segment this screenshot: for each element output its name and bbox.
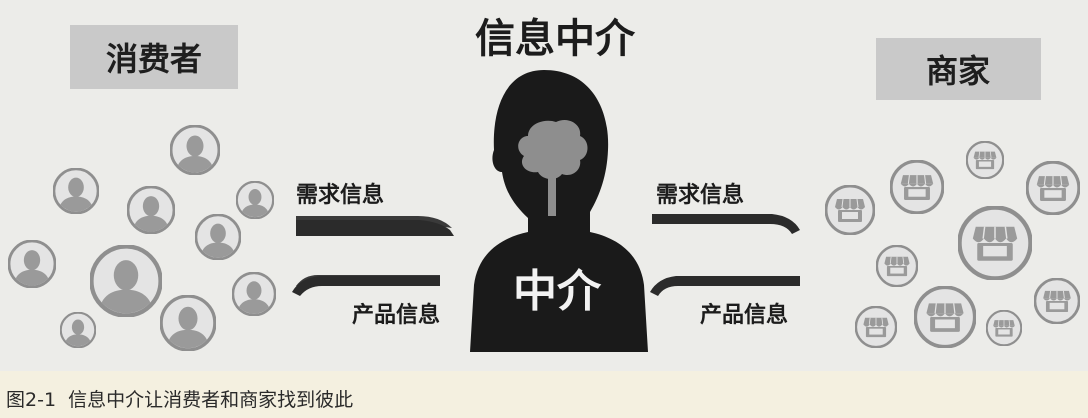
arrow-label-demand-right: 需求信息 — [656, 182, 744, 208]
shop-icon — [876, 245, 918, 287]
shop-icon — [855, 306, 897, 348]
arrow-product-left: 产品信息 — [292, 275, 440, 328]
consumer-group — [9, 126, 275, 351]
shop-icon — [890, 160, 944, 214]
shop-icon — [1034, 278, 1080, 324]
shop-icon — [959, 207, 1030, 278]
arrow-demand-right: 需求信息 — [652, 182, 800, 234]
merchant-group — [825, 141, 1080, 348]
person-icon — [233, 273, 275, 316]
person-icon — [237, 182, 273, 219]
person-icon — [54, 169, 98, 214]
shop-icon — [986, 310, 1022, 346]
intermediary-label: 中介 — [513, 266, 602, 317]
person-icon — [196, 215, 240, 260]
arrow-label-demand-left: 需求信息 — [296, 182, 384, 208]
merchant-label: 商家 — [926, 52, 990, 90]
arrow-left-icon — [650, 276, 800, 296]
shop-icon — [825, 185, 875, 235]
caption-bar: 图2-1 信息中介让消费者和商家找到彼此 — [0, 371, 1088, 418]
arrow-demand-left: 需求信息 — [296, 182, 454, 236]
brain-icon — [518, 119, 588, 216]
arrow-label-product-right: 产品信息 — [700, 302, 788, 328]
arrow-product-right: 产品信息 — [650, 276, 800, 328]
shop-icon — [914, 286, 976, 348]
figure-caption: 图2-1 信息中介让消费者和商家找到彼此 — [6, 389, 354, 411]
shop-icon — [1026, 161, 1080, 215]
head-silhouette-icon — [470, 70, 648, 352]
person-icon — [171, 126, 219, 175]
consumer-label-box: 消费者 — [70, 25, 238, 89]
merchant-label-box: 商家 — [876, 38, 1041, 100]
consumer-label: 消费者 — [106, 40, 202, 78]
person-icon — [128, 187, 174, 234]
person-icon — [91, 246, 160, 317]
person-icon — [61, 313, 96, 348]
diagram-title: 信息中介 — [475, 16, 636, 62]
person-icon — [161, 296, 215, 351]
intermediary-figure: 中介 — [470, 70, 648, 352]
arrow-label-product-left: 产品信息 — [352, 302, 440, 328]
arrow-right-icon — [652, 214, 800, 234]
person-icon — [9, 241, 55, 288]
shop-icon — [966, 141, 1004, 179]
diagram: 信息中介 消费者 商家 — [0, 16, 1080, 352]
